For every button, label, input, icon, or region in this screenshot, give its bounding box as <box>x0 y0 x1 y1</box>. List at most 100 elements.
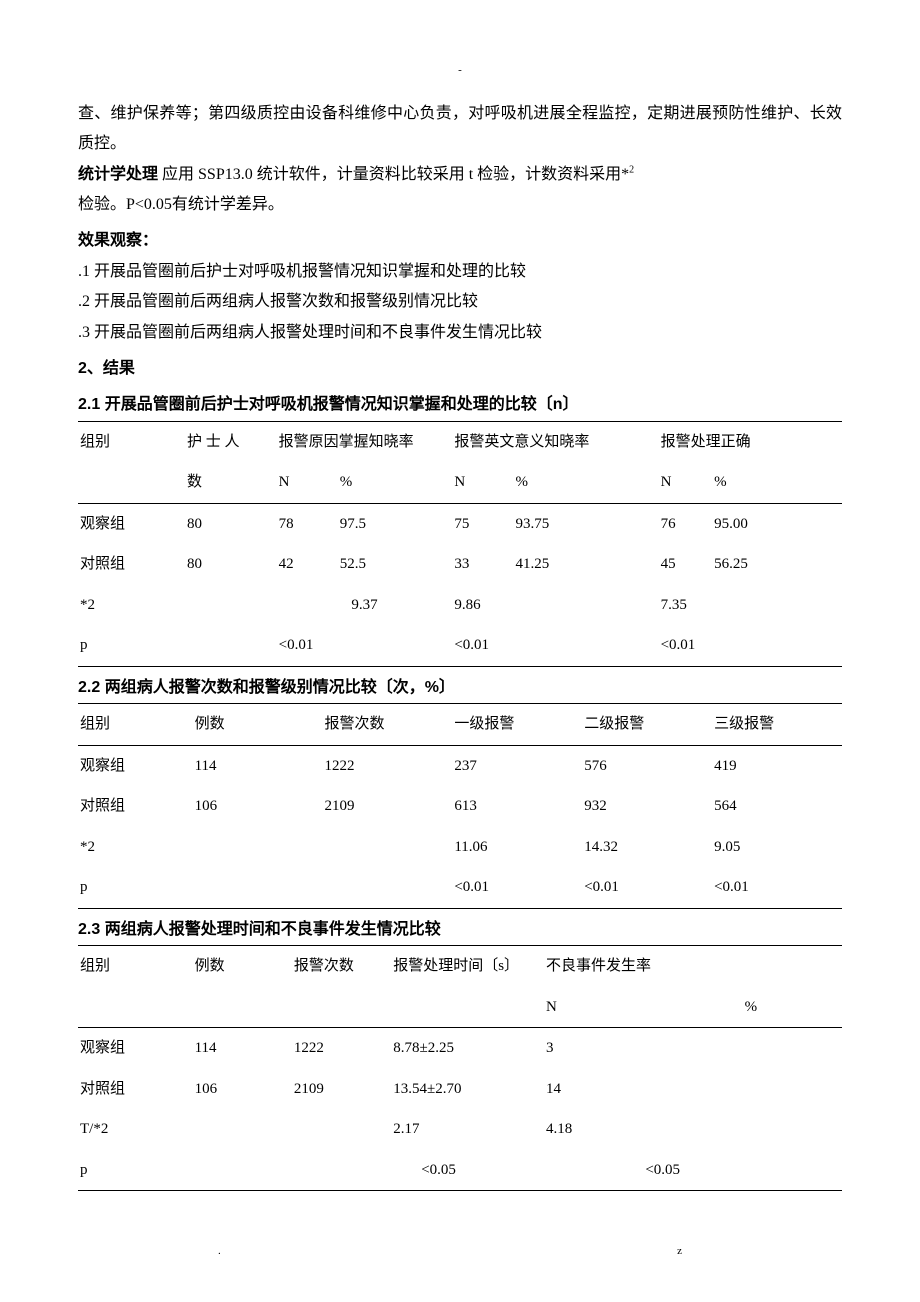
cell: 45 <box>659 544 712 585</box>
cell: p <box>78 625 185 666</box>
cell: 9.86 <box>452 585 513 626</box>
table-row: 对照组 80 42 52.5 33 41.25 45 56.25 <box>78 544 842 585</box>
cell: 9.05 <box>712 827 842 868</box>
t2-h-l3: 三级报警 <box>712 704 842 746</box>
cell: <0.05 <box>643 1150 742 1191</box>
alarm-count-table: 组别 例数 报警次数 一级报警 二级报警 三级报警 观察组 114 1222 2… <box>78 703 842 909</box>
cell: 237 <box>452 745 582 786</box>
cell: 观察组 <box>78 1028 193 1069</box>
cell: 93.75 <box>513 503 658 544</box>
cell <box>743 1028 842 1069</box>
t1-h-english: 报警英文意义知晓率 <box>452 421 658 462</box>
table2-title: 2.2 两组病人报警次数和报警级别情况比较〔次，%〕 <box>78 673 842 703</box>
cell: 78 <box>277 503 338 544</box>
cell: 52.5 <box>338 544 453 585</box>
cell: <0.01 <box>582 867 712 908</box>
cell: 80 <box>185 503 277 544</box>
stats-body-b: 检验。P<0.05有统计学差异。 <box>78 190 842 220</box>
cell: <0.01 <box>277 625 338 666</box>
cell: 932 <box>582 786 712 827</box>
footer-right: z <box>677 1241 682 1262</box>
cell: 42 <box>277 544 338 585</box>
cell: 2109 <box>292 1069 391 1110</box>
cell: 14 <box>544 1069 643 1110</box>
t1-h-nurse-a: 护 士 人 <box>185 421 277 462</box>
table-row: p <0.05 <0.05 <box>78 1150 842 1191</box>
t1-h-correct: 报警处理正确 <box>659 421 842 462</box>
t3-h-group: 组别 <box>78 946 193 987</box>
cell: 7.35 <box>659 585 712 626</box>
cell: 114 <box>193 745 323 786</box>
t1-h-p1: % <box>338 462 453 503</box>
t3-h-time: 报警处理时间〔s〕 <box>391 946 544 987</box>
t2-h-group: 组别 <box>78 704 193 746</box>
t3-h-count: 报警次数 <box>292 946 391 987</box>
cell: 2109 <box>322 786 452 827</box>
stats-paragraph: 统计学处理 应用 SSP13.0 统计软件，计量资料比较采用 t 检验，计数资料… <box>78 160 842 190</box>
observation-item-3: .3 开展品管圈前后两组病人报警处理时间和不良事件发生情况比较 <box>78 318 842 348</box>
knowledge-comparison-table: 组别 护 士 人 报警原因掌握知晓率 报警英文意义知晓率 报警处理正确 数 N … <box>78 421 842 667</box>
table3-title: 2.3 两组病人报警处理时间和不良事件发生情况比较 <box>78 915 842 945</box>
cell: 对照组 <box>78 544 185 585</box>
t3-h-adverse: 不良事件发生率 <box>544 946 842 987</box>
cell: p <box>78 867 193 908</box>
cell: 观察组 <box>78 745 193 786</box>
cell: 76 <box>659 503 712 544</box>
cell: 3 <box>544 1028 643 1069</box>
cell: <0.01 <box>659 625 712 666</box>
cell: 14.32 <box>582 827 712 868</box>
cell: 106 <box>193 786 323 827</box>
cell: 75 <box>452 503 513 544</box>
table-row: 观察组 114 1222 8.78±2.25 3 <box>78 1028 842 1069</box>
t2-h-count: 报警次数 <box>322 704 452 746</box>
table-row: *2 9.37 9.86 7.35 <box>78 585 842 626</box>
cell: 4.18 <box>544 1109 643 1150</box>
page-header-mark: - <box>78 60 842 81</box>
t1-h-N3: N <box>659 462 712 503</box>
cell: 9.37 <box>277 585 453 626</box>
cell: 56.25 <box>712 544 842 585</box>
cell: 对照组 <box>78 1069 193 1110</box>
footer-left: . <box>218 1241 221 1262</box>
cell: *2 <box>78 585 185 626</box>
cell: 13.54±2.70 <box>391 1069 544 1110</box>
cell: 观察组 <box>78 503 185 544</box>
t1-h-p2: % <box>513 462 658 503</box>
table-row: 对照组 106 2109 13.54±2.70 14 <box>78 1069 842 1110</box>
t2-h-cases: 例数 <box>193 704 323 746</box>
table-row: p <0.01 <0.01 <0.01 <box>78 867 842 908</box>
cell: 2.17 <box>391 1109 544 1150</box>
cell: 41.25 <box>513 544 658 585</box>
t1-h-nurse-b: 数 <box>185 462 277 503</box>
cell: 8.78±2.25 <box>391 1028 544 1069</box>
cell: T/*2 <box>78 1109 193 1150</box>
cell: 106 <box>193 1069 292 1110</box>
t1-h-N1: N <box>277 462 338 503</box>
cell: <0.01 <box>452 625 513 666</box>
processing-time-table: 组别 例数 报警次数 报警处理时间〔s〕 不良事件发生率 N % 观察组 114… <box>78 945 842 1191</box>
t3-h-cases: 例数 <box>193 946 292 987</box>
cell: 97.5 <box>338 503 453 544</box>
cell: 1222 <box>292 1028 391 1069</box>
page-footer: . z <box>78 1241 842 1262</box>
cell: 95.00 <box>712 503 842 544</box>
cell: 对照组 <box>78 786 193 827</box>
cell: 33 <box>452 544 513 585</box>
observation-heading: 效果观察： <box>78 226 842 256</box>
cell: 419 <box>712 745 842 786</box>
cell: 11.06 <box>452 827 582 868</box>
cell: 576 <box>582 745 712 786</box>
cell: p <box>78 1150 193 1191</box>
cell: *2 <box>78 827 193 868</box>
cell: 613 <box>452 786 582 827</box>
observation-item-1: .1 开展品管圈前后护士对呼吸机报警情况知识掌握和处理的比较 <box>78 257 842 287</box>
observation-item-2: .2 开展品管圈前后两组病人报警次数和报警级别情况比较 <box>78 287 842 317</box>
cell: <0.05 <box>391 1150 544 1191</box>
table1-title: 2.1 开展品管圈前后护士对呼吸机报警情况知识掌握和处理的比较〔n〕 <box>78 390 842 420</box>
t1-h-group: 组别 <box>78 421 185 462</box>
table-row: 观察组 80 78 97.5 75 93.75 76 95.00 <box>78 503 842 544</box>
cell <box>743 1069 842 1110</box>
table-row: 观察组 114 1222 237 576 419 <box>78 745 842 786</box>
t3-h-pct: % <box>743 987 842 1028</box>
t1-h-N2: N <box>452 462 513 503</box>
